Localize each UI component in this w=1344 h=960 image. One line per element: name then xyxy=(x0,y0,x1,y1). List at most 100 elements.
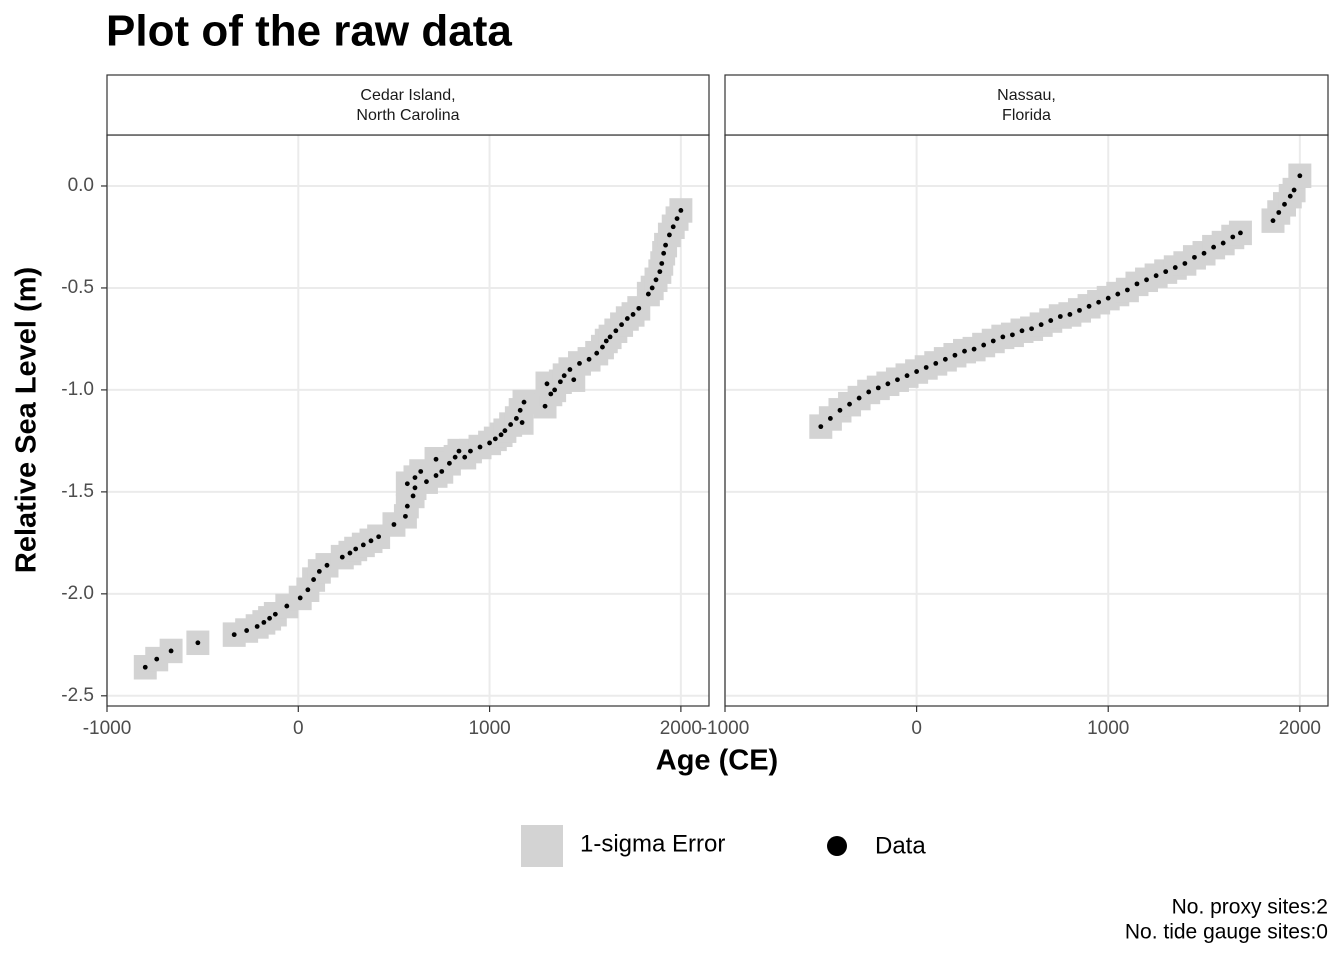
data-point xyxy=(847,401,852,407)
data-point xyxy=(1105,295,1111,301)
data-point xyxy=(619,322,624,328)
data-point xyxy=(1230,234,1236,240)
x-tick-label: -1000 xyxy=(701,718,750,739)
y-tick-label: -1.0 xyxy=(61,379,94,400)
data-point xyxy=(1211,244,1217,250)
data-point xyxy=(577,361,582,366)
data-point xyxy=(324,562,330,568)
data-point xyxy=(657,269,663,275)
data-point xyxy=(305,587,311,593)
x-tick-label: 1000 xyxy=(468,718,510,739)
strip-label: Nassau, xyxy=(997,87,1056,104)
data-point xyxy=(600,344,605,350)
data-point xyxy=(1086,303,1092,309)
data-point xyxy=(498,432,504,438)
data-point xyxy=(942,356,948,362)
data-point xyxy=(1096,299,1102,305)
data-point xyxy=(297,595,303,601)
data-point xyxy=(990,338,996,344)
caption: No. tide gauge sites:0 xyxy=(1125,921,1328,944)
data-point xyxy=(477,444,483,450)
data-point xyxy=(1220,240,1226,246)
data-point xyxy=(412,485,418,491)
data-point xyxy=(1038,322,1044,328)
x-tick-label: 2000 xyxy=(1279,718,1321,739)
data-point xyxy=(1291,187,1297,193)
data-point xyxy=(492,436,498,442)
legend-key-error xyxy=(521,825,563,867)
data-point xyxy=(1134,281,1140,287)
data-point xyxy=(818,424,824,430)
x-tick-label: 1000 xyxy=(1087,718,1129,739)
data-point xyxy=(347,550,353,556)
data-point xyxy=(261,619,267,625)
data-point xyxy=(1238,230,1243,236)
data-point xyxy=(412,475,418,480)
data-point xyxy=(410,493,416,499)
data-point xyxy=(195,640,201,646)
data-point xyxy=(284,603,290,609)
data-point xyxy=(311,577,316,582)
data-point xyxy=(513,416,519,421)
data-point xyxy=(1153,273,1159,279)
data-point xyxy=(594,350,600,356)
y-axis-title: Relative Sea Level (m) xyxy=(11,267,43,573)
data-point xyxy=(885,381,891,387)
data-point xyxy=(254,624,260,629)
data-point xyxy=(519,420,525,425)
data-point xyxy=(548,391,554,397)
data-point xyxy=(875,385,881,391)
data-point xyxy=(391,522,397,527)
data-point xyxy=(557,379,563,385)
data-point xyxy=(521,399,527,405)
data-point xyxy=(447,460,452,466)
data-point xyxy=(231,632,237,638)
data-point xyxy=(272,611,278,617)
data-point xyxy=(433,456,439,462)
chart-title: Plot of the raw data xyxy=(106,7,512,56)
data-point xyxy=(971,346,977,352)
data-point xyxy=(1163,269,1169,275)
strip-label: Cedar Island, xyxy=(360,87,455,104)
x-tick-label: 2000 xyxy=(660,718,702,739)
data-point xyxy=(508,422,514,427)
data-point xyxy=(962,348,967,354)
data-point xyxy=(659,261,665,266)
data-point xyxy=(1000,334,1006,340)
data-point xyxy=(1115,291,1121,297)
data-point xyxy=(1144,277,1149,283)
data-point xyxy=(653,277,659,283)
strip xyxy=(724,74,1329,136)
y-tick-label: -0.5 xyxy=(61,277,94,298)
data-point xyxy=(607,334,613,340)
x-axis-title: Age (CE) xyxy=(656,745,778,777)
data-point xyxy=(866,389,872,395)
data-point xyxy=(1057,314,1063,319)
legend-label: Data xyxy=(875,832,926,859)
data-point xyxy=(649,285,655,291)
data-point xyxy=(1029,326,1034,332)
data-point xyxy=(267,615,272,621)
data-point xyxy=(517,407,523,413)
data-point xyxy=(624,316,630,321)
data-point xyxy=(895,377,900,383)
data-point xyxy=(487,440,492,446)
x-tick-label: 0 xyxy=(293,718,304,739)
data-point xyxy=(1192,254,1197,260)
data-point xyxy=(1172,265,1178,270)
data-point xyxy=(552,387,558,393)
x-tick-label: -1000 xyxy=(83,718,132,739)
data-point xyxy=(403,513,408,519)
data-point xyxy=(1276,210,1282,215)
y-tick-label: -2.0 xyxy=(61,583,94,604)
data-point xyxy=(613,328,619,334)
data-point xyxy=(439,469,445,474)
data-point xyxy=(914,369,920,374)
data-point xyxy=(376,534,382,540)
legend-label: 1-sigma Error xyxy=(580,830,725,857)
data-point xyxy=(645,291,651,297)
data-point xyxy=(404,481,410,487)
panel-background xyxy=(107,135,709,706)
x-tick-label: 0 xyxy=(911,718,922,739)
